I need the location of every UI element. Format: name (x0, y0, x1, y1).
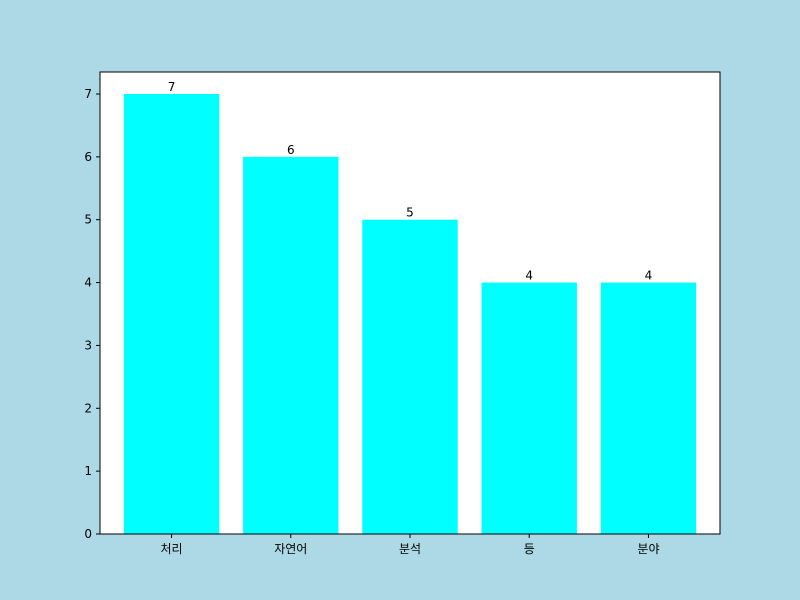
data-labels-group: 7 6 5 4 4 (168, 80, 653, 283)
y-tick-label-7: 7 (84, 87, 92, 101)
data-label-4: 4 (525, 269, 533, 283)
x-tick-label-4: 등 (524, 542, 535, 556)
bar-5 (600, 282, 697, 534)
bar-4 (481, 282, 577, 534)
data-label-3: 5 (406, 206, 414, 220)
bar-2 (243, 156, 339, 534)
y-tick-label-0: 0 (84, 527, 92, 541)
y-tick-label-2: 2 (84, 401, 92, 415)
data-label-5: 4 (645, 269, 653, 283)
x-axis: 처리 자연어 분석 등 분야 (160, 534, 660, 556)
y-tick-label-6: 6 (84, 150, 92, 164)
plot-frame (99, 71, 721, 535)
x-tick-label-3: 분석 (399, 542, 421, 556)
x-tick-label-1: 처리 (160, 542, 182, 556)
data-label-1: 7 (168, 80, 176, 94)
bar-1 (123, 94, 220, 534)
bar-3 (362, 219, 458, 534)
bars-group (123, 94, 697, 534)
x-tick-label-2: 자연어 (274, 542, 307, 556)
y-tick-label-1: 1 (84, 464, 92, 478)
y-tick-label-3: 3 (84, 338, 92, 352)
y-tick-label-4: 4 (84, 276, 92, 290)
x-tick-label-5: 분야 (637, 542, 659, 556)
data-label-2: 6 (287, 143, 295, 157)
y-axis: 0 1 2 3 4 5 6 7 (84, 87, 100, 541)
y-tick-label-5: 5 (84, 213, 92, 227)
